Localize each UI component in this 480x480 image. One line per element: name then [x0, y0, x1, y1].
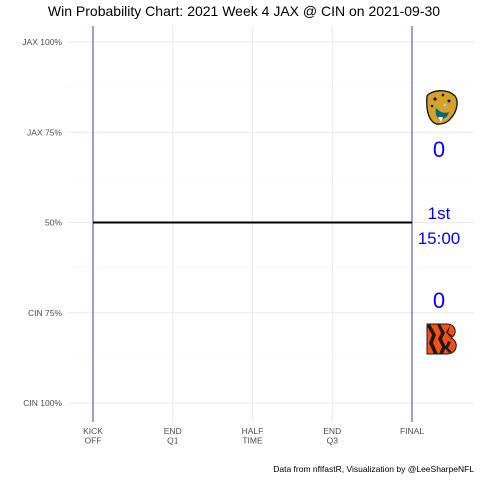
chart-title: Win Probability Chart: 2021 Week 4 JAX @…: [48, 3, 440, 19]
home-score: 0: [433, 288, 445, 313]
x-tick-label: KICK OFF: [83, 426, 103, 446]
x-tick-label: FINAL: [400, 426, 424, 436]
x-axis-ticks: KICK OFF END Q1 HALF TIME END Q3 FINAL: [83, 426, 424, 446]
y-axis-ticks: JAX 100% JAX 75% 50% CIN 75% CIN 100%: [22, 37, 62, 408]
jaguars-logo-icon: [426, 90, 458, 125]
kickoff-final-lines: [92, 26, 413, 422]
away-score: 0: [433, 137, 445, 162]
game-period: 1st: [428, 204, 451, 223]
y-tick-label: CIN 100%: [23, 398, 62, 408]
y-tick-label: JAX 100%: [22, 37, 62, 47]
bengals-logo-icon: [426, 323, 457, 355]
x-tick-label: HALF TIME: [242, 426, 264, 446]
x-tick-label: END Q1: [164, 426, 182, 446]
y-tick-label: 50%: [45, 218, 62, 228]
x-tick-label: END Q3: [323, 426, 341, 446]
game-clock: 15:00: [418, 229, 461, 248]
y-tick-label: JAX 75%: [27, 127, 62, 137]
y-tick-label: CIN 75%: [28, 308, 62, 318]
chart-caption: Data from nflfastR, Visualization by @Le…: [273, 464, 474, 474]
